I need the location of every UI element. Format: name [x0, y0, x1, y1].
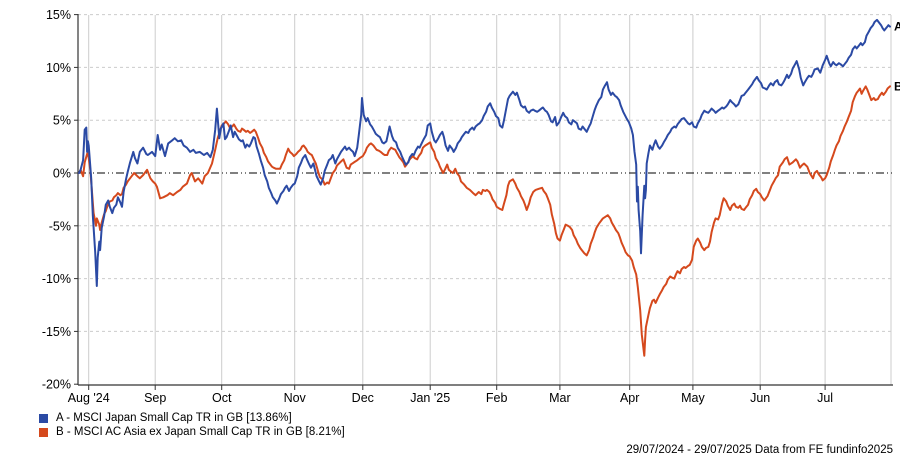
x-tick-label: Feb	[486, 391, 508, 405]
y-tick-label: 10%	[46, 61, 71, 75]
x-axis-labels: Aug '24 Sep Oct Nov Dec Jan '25 Feb Mar Apr May Ju…	[68, 391, 833, 405]
x-tick-label: Apr	[620, 391, 639, 405]
y-tick-label: 15%	[46, 8, 71, 22]
end-label-a: A	[894, 20, 900, 34]
legend-swatch-b-icon	[39, 427, 48, 437]
vertical-gridlines	[88, 15, 892, 385]
x-tick-label: May	[681, 391, 705, 405]
x-tick-label: Dec	[352, 391, 374, 405]
end-label-b: B	[894, 79, 900, 93]
x-tick-label: Nov	[284, 391, 307, 405]
horizontal-gridlines	[78, 14, 893, 332]
y-tick-label: 0%	[53, 167, 71, 181]
x-tick-label: Mar	[549, 391, 571, 405]
tick-marks	[74, 14, 826, 390]
series-end-labels: AB	[894, 20, 900, 94]
x-tick-label: Sep	[144, 391, 166, 405]
y-tick-label: -10%	[42, 272, 71, 286]
legend-label-a: A - MSCI Japan Small Cap TR in GB [13.86…	[56, 412, 292, 424]
legend-item-a: A - MSCI Japan Small Cap TR in GB [13.86…	[39, 411, 345, 425]
x-tick-label: Oct	[212, 391, 232, 405]
legend-item-b: B - MSCI AC Asia ex Japan Small Cap TR i…	[39, 425, 345, 439]
x-tick-label: Jan '25	[410, 391, 450, 405]
y-tick-label: 5%	[53, 114, 71, 128]
legend-label-b: B - MSCI AC Asia ex Japan Small Cap TR i…	[56, 426, 345, 438]
x-tick-label: Jun	[750, 391, 770, 405]
axes	[77, 14, 893, 386]
legend-swatch-a-icon	[39, 413, 48, 423]
x-tick-label: Jul	[817, 391, 833, 405]
y-tick-label: -5%	[49, 219, 71, 233]
date-range-source-text: 29/07/2024 - 29/07/2025 Data from FE fun…	[626, 444, 893, 456]
y-tick-label: -15%	[42, 325, 71, 339]
y-tick-label: -20%	[42, 378, 71, 392]
y-axis-labels: 15% 10% 5% 0% -5% -10% -15% -20%	[42, 8, 71, 392]
series-b-line	[78, 85, 891, 357]
series-lines	[78, 18, 891, 357]
legend: A - MSCI Japan Small Cap TR in GB [13.86…	[39, 411, 345, 439]
series-a-line	[78, 18, 891, 287]
x-tick-label: Aug '24	[68, 391, 110, 405]
